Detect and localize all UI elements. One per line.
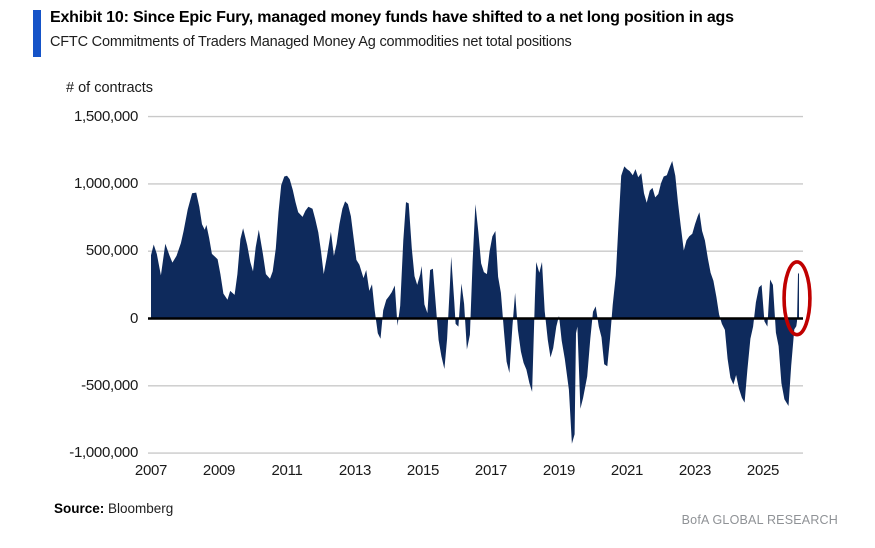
brand-mark: BofA GLOBAL RESEARCH bbox=[681, 513, 838, 527]
highlight-ellipse-annotation bbox=[782, 260, 812, 337]
x-tick-label: 2011 bbox=[271, 462, 303, 479]
x-tick-label: 2017 bbox=[474, 462, 508, 479]
y-tick-label: -1,000,000 bbox=[69, 444, 138, 462]
x-tick-label: 2009 bbox=[202, 462, 236, 479]
y-axis-unit-label: # of contracts bbox=[66, 80, 154, 96]
x-tick-label: 2023 bbox=[678, 462, 712, 479]
y-tick-label: -500,000 bbox=[81, 376, 138, 394]
net-positions-area-series bbox=[151, 161, 799, 444]
source-label: Source: bbox=[54, 501, 105, 516]
source-value: Bloomberg bbox=[104, 501, 174, 516]
x-tick-label: 2021 bbox=[610, 462, 644, 479]
exhibit-subtitle: CFTC Commitments of Traders Managed Mone… bbox=[50, 34, 572, 50]
title-accent-bar bbox=[33, 10, 41, 57]
x-tick-label: 2013 bbox=[338, 462, 372, 479]
exhibit-title: Exhibit 10: Since Epic Fury, managed mon… bbox=[50, 9, 734, 26]
x-tick-label: 2007 bbox=[134, 462, 168, 479]
gridlines bbox=[148, 115, 803, 454]
y-tick-label: 0 bbox=[129, 309, 138, 327]
y-tick-label: 500,000 bbox=[85, 242, 138, 260]
x-tick-label: 2019 bbox=[542, 462, 576, 479]
source-note: Source: Bloomberg bbox=[54, 501, 173, 516]
x-tick-label: 2025 bbox=[746, 462, 780, 479]
y-tick-label: 1,500,000 bbox=[73, 107, 138, 125]
y-tick-label: 1,000,000 bbox=[73, 174, 138, 192]
x-tick-label: 2015 bbox=[406, 462, 440, 479]
